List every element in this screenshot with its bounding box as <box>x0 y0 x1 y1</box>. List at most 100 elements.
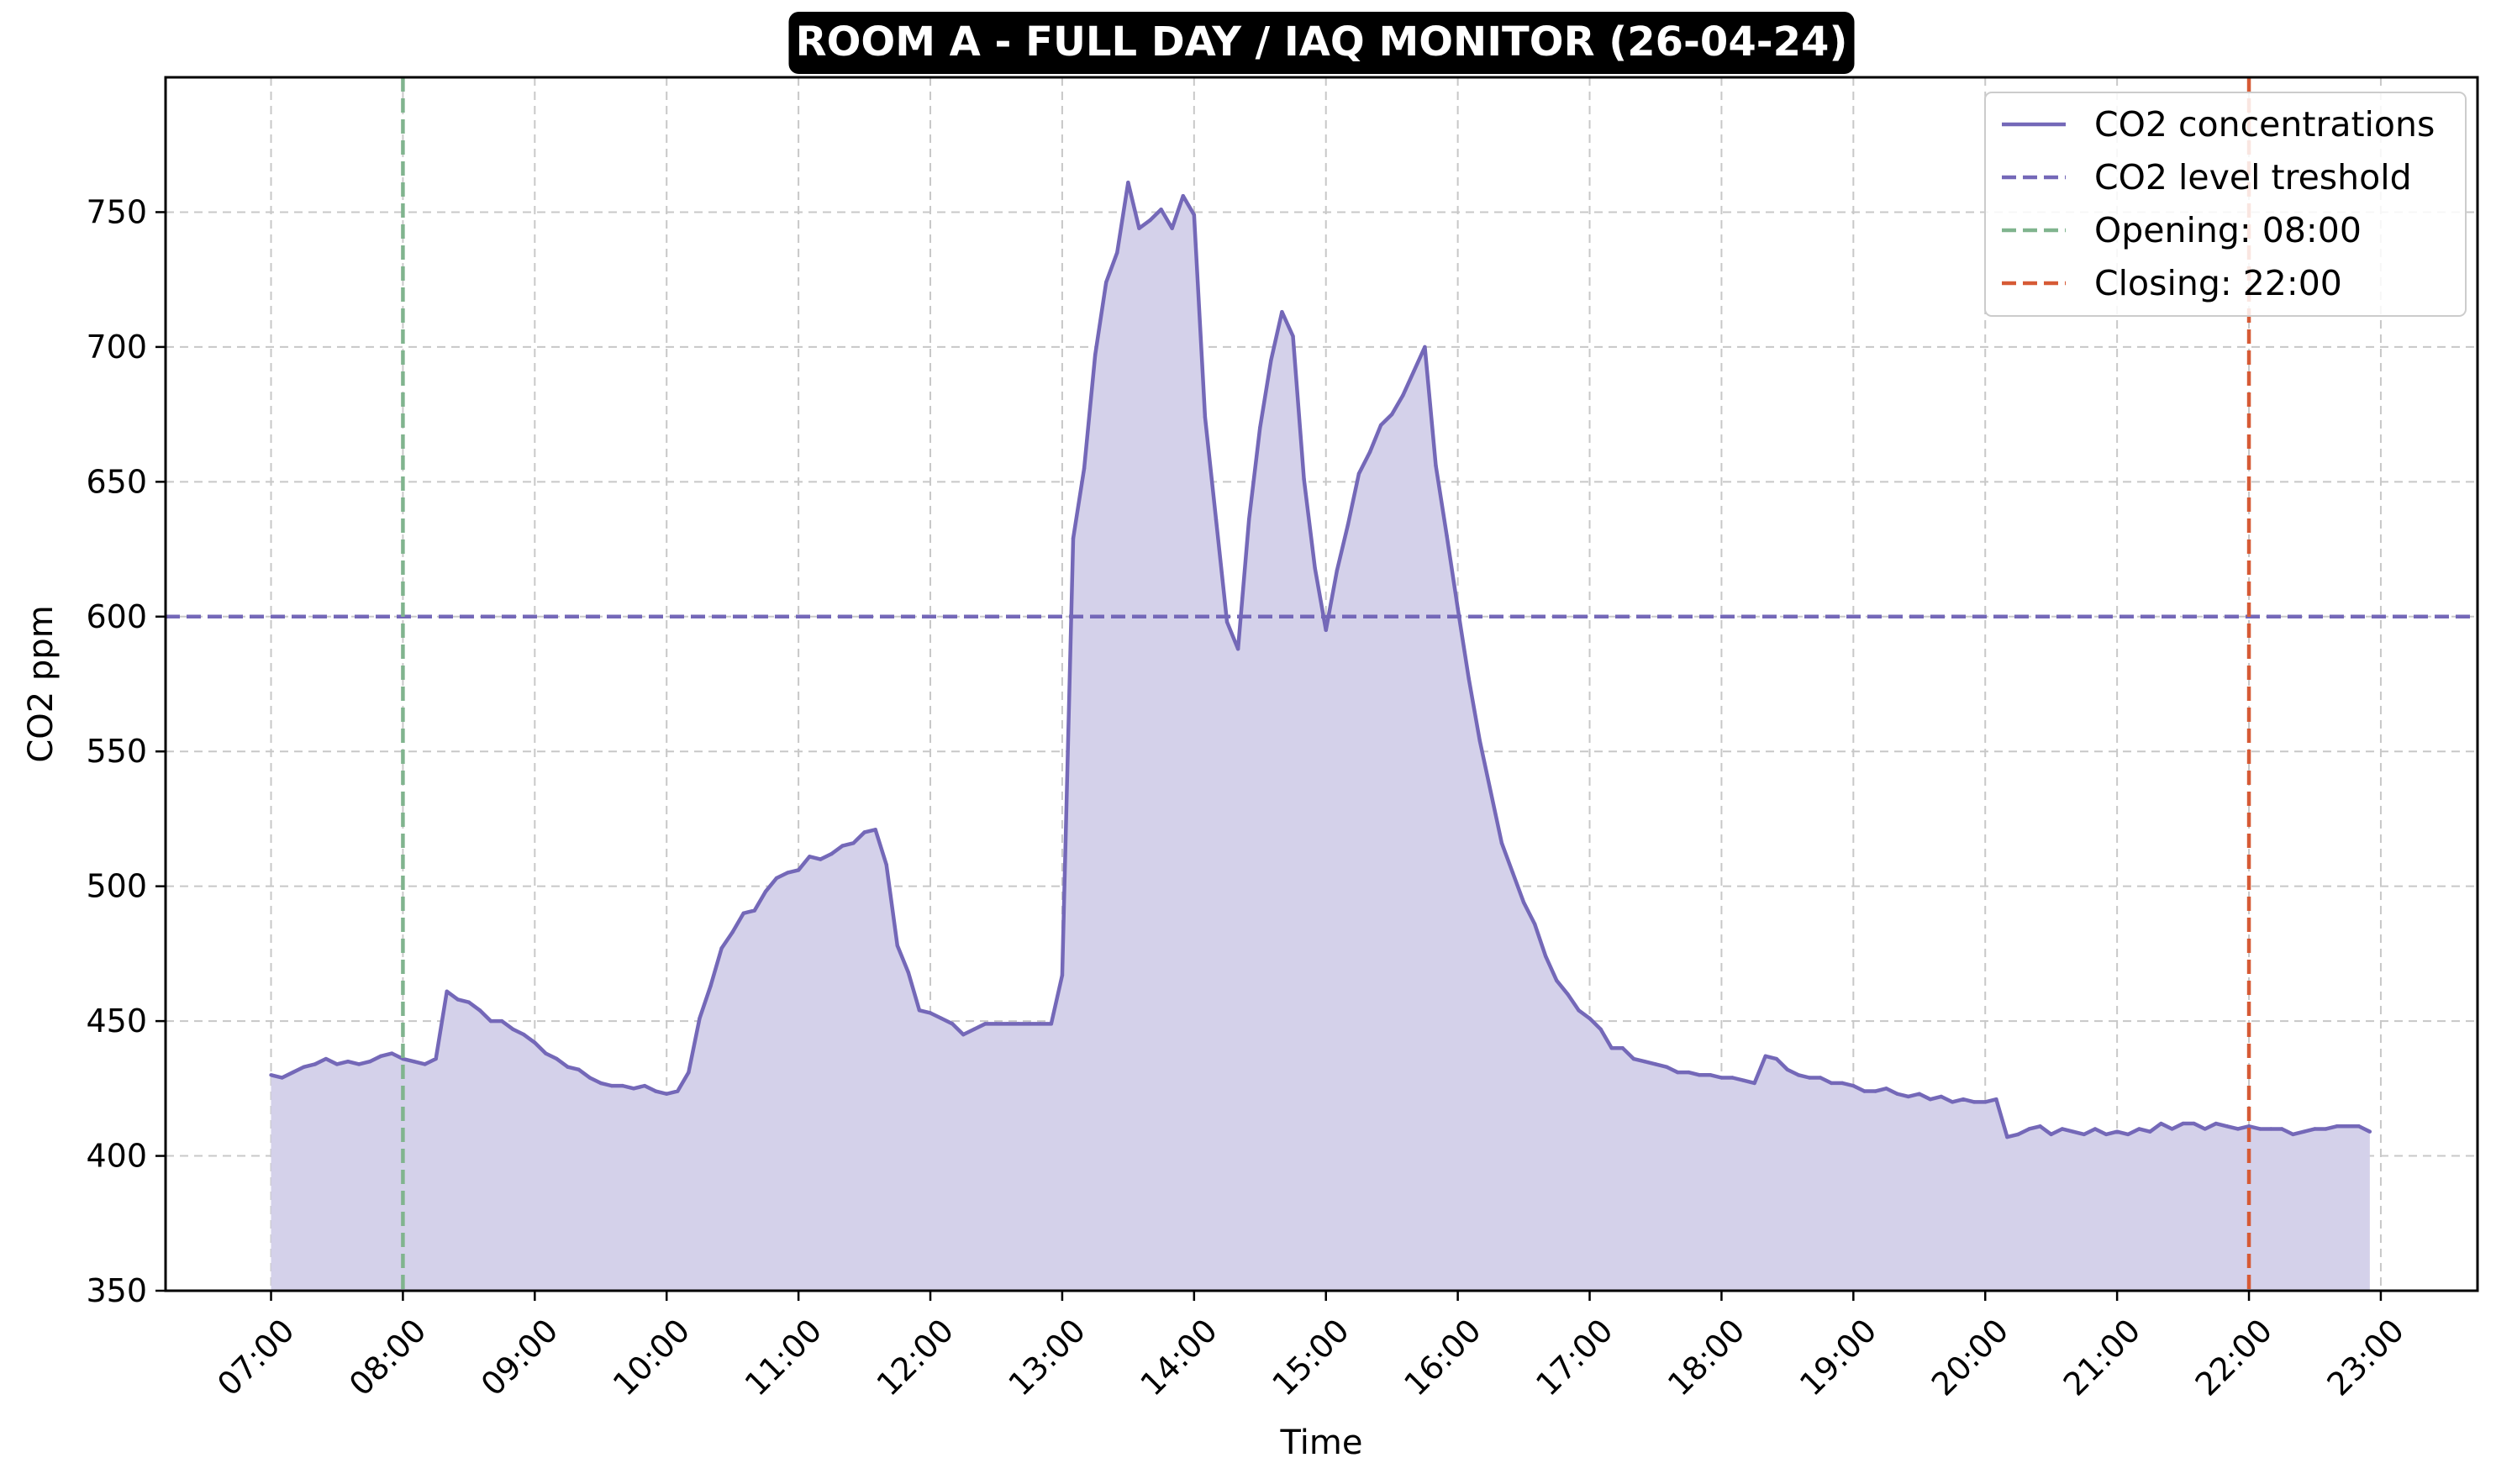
data-point <box>1137 226 1141 230</box>
data-point <box>1027 1022 1031 1026</box>
data-point <box>1862 1089 1867 1093</box>
data-point <box>1104 280 1108 285</box>
data-point <box>906 971 911 975</box>
data-point <box>324 1056 329 1061</box>
data-point <box>1884 1087 1888 1091</box>
x-tick-label: 15:00 <box>1265 1312 1356 1403</box>
data-point <box>1060 973 1065 977</box>
data-point <box>466 1000 471 1004</box>
data-point <box>1675 1070 1680 1075</box>
x-tick-label: 21:00 <box>2056 1312 2148 1403</box>
data-point <box>2005 1134 2009 1139</box>
data-point <box>1378 423 1383 428</box>
co2-area-fill <box>271 182 2370 1291</box>
data-point <box>1126 180 1130 185</box>
data-point <box>1719 1076 1724 1080</box>
data-point <box>1928 1097 1933 1102</box>
data-point <box>763 889 768 894</box>
data-point <box>1467 676 1471 681</box>
data-point <box>631 1087 636 1091</box>
data-point <box>1335 569 1340 573</box>
data-point <box>2313 1127 2317 1131</box>
data-point <box>1423 345 1427 350</box>
data-point <box>477 1008 482 1013</box>
data-point <box>1192 213 1197 217</box>
y-tick-label: 600 <box>86 598 147 635</box>
data-point <box>687 1070 691 1075</box>
data-point <box>1521 900 1526 905</box>
x-tick-label: 17:00 <box>1529 1312 1620 1403</box>
data-point <box>609 1083 614 1088</box>
data-point <box>2181 1121 2185 1126</box>
title-background <box>788 12 1855 74</box>
x-tick-label: 09:00 <box>474 1312 566 1403</box>
x-tick-label: 13:00 <box>1002 1312 1093 1403</box>
data-point <box>1851 1083 1856 1088</box>
data-point <box>873 828 877 832</box>
data-point <box>423 1062 427 1066</box>
y-tick-label: 500 <box>86 868 147 905</box>
data-point <box>972 1027 977 1031</box>
data-point <box>2324 1127 2328 1131</box>
data-point <box>1642 1060 1647 1064</box>
data-point <box>1258 425 1262 430</box>
x-tick-label: 08:00 <box>342 1312 434 1403</box>
data-point <box>1456 606 1460 611</box>
data-point <box>1389 412 1394 417</box>
data-point <box>2148 1129 2152 1134</box>
data-point <box>2038 1124 2042 1129</box>
data-point <box>1741 1078 1746 1082</box>
data-point <box>808 855 812 859</box>
data-point <box>1709 1073 1713 1077</box>
x-tick-label: 23:00 <box>2320 1312 2412 1403</box>
data-point <box>928 1011 933 1015</box>
data-point <box>840 844 845 848</box>
data-point <box>1510 871 1515 875</box>
data-point <box>2093 1127 2098 1131</box>
data-point <box>2082 1132 2087 1137</box>
data-point <box>566 1065 570 1069</box>
data-point <box>1016 1022 1020 1026</box>
legend-label-opening: Opening: 08:00 <box>2094 210 2362 250</box>
data-point <box>1181 193 1185 198</box>
data-point <box>1763 1054 1767 1059</box>
data-point <box>1005 1022 1009 1026</box>
legend-label-closing: Closing: 22:00 <box>2094 263 2342 303</box>
data-point <box>555 1056 559 1061</box>
data-point <box>895 944 900 948</box>
data-point <box>2159 1121 2163 1126</box>
data-point <box>642 1083 647 1088</box>
data-point <box>1356 471 1361 476</box>
data-point <box>1961 1097 1966 1102</box>
data-point <box>2356 1124 2361 1129</box>
x-tick-label: 07:00 <box>210 1312 302 1403</box>
y-tick-label: 650 <box>86 463 147 500</box>
x-tick-label: 16:00 <box>1397 1312 1488 1403</box>
data-point <box>741 911 745 915</box>
data-point <box>2060 1127 2064 1131</box>
data-point <box>752 908 757 913</box>
y-tick-label: 400 <box>86 1138 147 1175</box>
data-point <box>1148 218 1152 223</box>
data-point <box>1598 1027 1603 1031</box>
data-point <box>1049 1022 1054 1026</box>
data-point <box>1235 647 1240 651</box>
data-point <box>1434 463 1438 468</box>
data-point <box>665 1092 669 1096</box>
data-point <box>1588 1016 1592 1021</box>
data-point <box>1609 1046 1614 1050</box>
data-point <box>829 851 834 856</box>
x-tick-label: 18:00 <box>1661 1312 1752 1403</box>
data-point <box>1269 358 1273 363</box>
data-point <box>2104 1132 2109 1137</box>
x-tick-label: 22:00 <box>2188 1312 2280 1403</box>
x-axis-ticks: 07:00 08:00 09:00 10:00 11:00 12:00 13:00 14:00… <box>210 1291 2411 1403</box>
data-point <box>819 857 823 861</box>
data-point <box>796 868 801 872</box>
data-point <box>1555 978 1559 983</box>
data-point <box>1829 1081 1834 1086</box>
data-point <box>367 1060 372 1064</box>
legend-label-co2: CO2 concentrations <box>2094 104 2435 145</box>
data-point <box>1412 369 1416 373</box>
chart-title-box: ROOM A - FULL DAY / IAQ MONITOR (26-04-2… <box>788 12 1855 74</box>
